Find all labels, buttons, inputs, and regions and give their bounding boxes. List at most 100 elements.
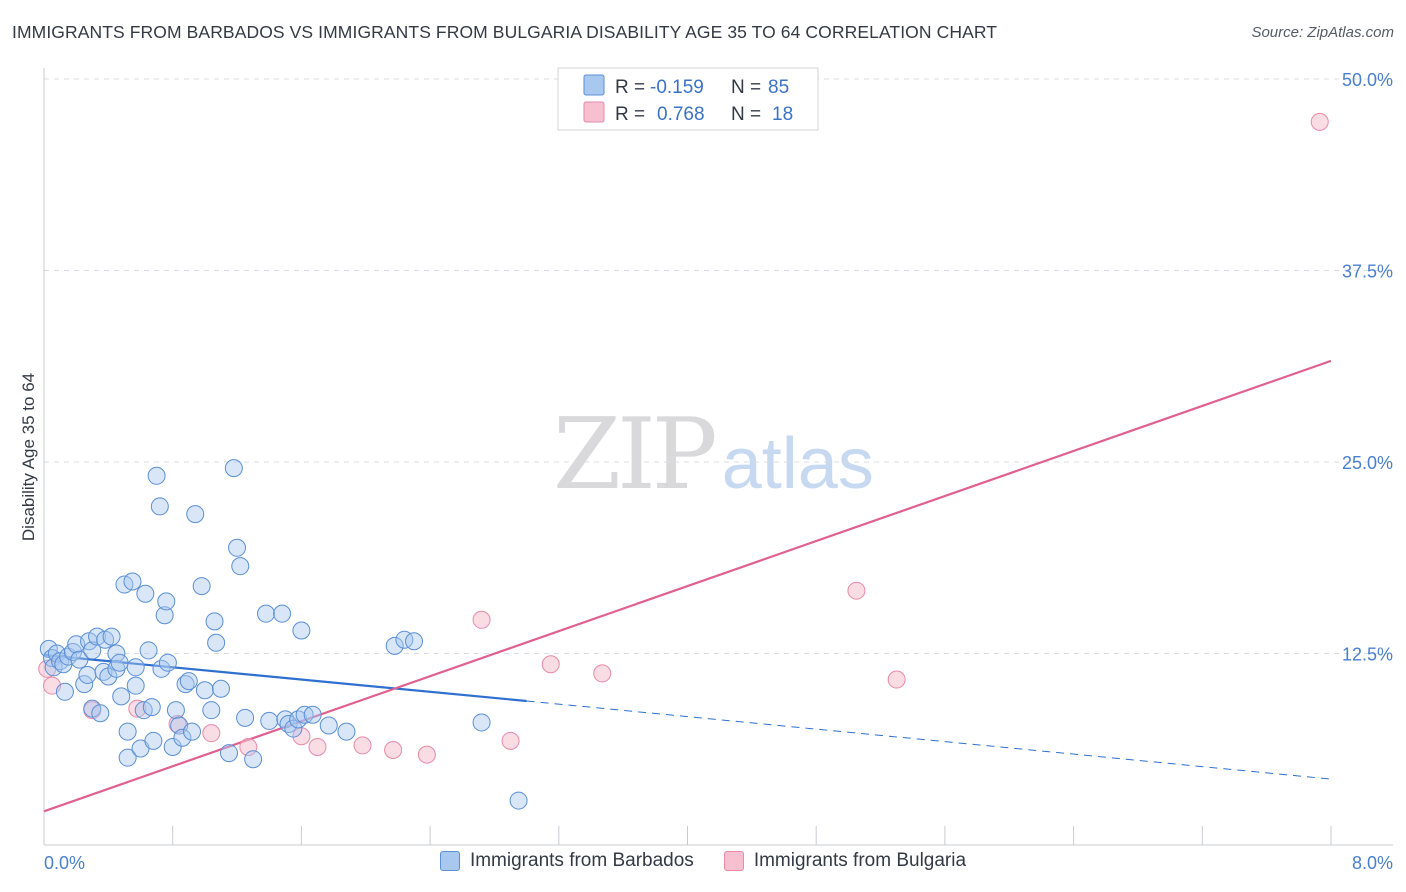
legend-r-label-2: R = xyxy=(615,104,645,125)
source-credit: Source: ZipAtlas.com xyxy=(1251,24,1394,41)
point-barbados xyxy=(136,584,155,603)
point-bulgaria xyxy=(1310,112,1329,131)
point-barbados xyxy=(292,621,311,640)
point-barbados xyxy=(78,665,97,684)
point-barbados xyxy=(118,748,137,767)
point-barbados xyxy=(166,701,185,720)
point-barbados xyxy=(303,705,322,724)
point-bulgaria xyxy=(353,736,372,755)
trend-line-bulgaria xyxy=(43,359,1332,813)
point-barbados xyxy=(126,676,145,695)
point-barbados xyxy=(163,737,182,756)
data-points xyxy=(38,112,1329,810)
point-barbados xyxy=(195,681,214,700)
point-barbados xyxy=(173,728,192,747)
point-bulgaria xyxy=(308,737,327,756)
point-barbados xyxy=(509,791,528,810)
legend-r-value-1: -0.159 xyxy=(650,77,704,98)
point-barbados xyxy=(186,505,205,524)
point-barbados xyxy=(155,606,174,625)
point-barbados xyxy=(257,604,276,623)
point-barbados xyxy=(228,538,247,557)
y-axis-label: Disability Age 35 to 64 xyxy=(19,373,38,541)
watermark-zip: ZIP xyxy=(553,398,718,512)
legend-r-label-1: R = xyxy=(615,77,645,98)
point-barbados xyxy=(231,557,250,576)
point-barbados xyxy=(385,636,404,655)
point-barbados xyxy=(139,641,158,660)
point-barbados xyxy=(211,679,230,698)
point-barbados xyxy=(289,710,308,729)
legend-swatch-barbados xyxy=(583,74,605,96)
point-barbados xyxy=(142,698,161,717)
point-barbados xyxy=(284,719,303,738)
point-barbados xyxy=(70,650,89,669)
point-barbados xyxy=(150,497,169,516)
point-barbados xyxy=(179,672,198,691)
trend-line-barbados xyxy=(43,653,527,703)
series-legend: Immigrants from Barbados Immigrants from… xyxy=(0,850,1406,872)
point-barbados xyxy=(91,704,110,723)
stats-legend: R = -0.159 N = 85 R = 0.768 N = 18 xyxy=(557,67,819,131)
x-tick-label-max: 8.0% xyxy=(1352,853,1393,873)
watermark: ZIP atlas xyxy=(553,398,874,512)
point-barbados xyxy=(337,722,356,741)
point-barbados xyxy=(112,687,131,706)
point-barbados xyxy=(176,675,195,694)
y-tick-label-3: 50.0% xyxy=(1342,70,1393,90)
point-barbados xyxy=(244,750,263,769)
series-swatch-barbados xyxy=(439,851,460,871)
legend-swatch-bulgaria xyxy=(583,101,605,123)
point-barbados xyxy=(405,632,424,651)
point-barbados xyxy=(147,466,166,485)
legend-n-label-2: N = xyxy=(731,104,761,125)
point-barbados xyxy=(207,633,226,652)
point-bulgaria xyxy=(593,664,612,683)
point-bulgaria xyxy=(472,610,491,629)
x-tick-label-min: 0.0% xyxy=(44,853,85,873)
point-bulgaria xyxy=(417,745,436,764)
point-bulgaria xyxy=(128,699,147,718)
point-barbados xyxy=(83,641,102,660)
chart-title: IMMIGRANTS FROM BARBADOS VS IMMIGRANTS F… xyxy=(12,22,998,42)
axes xyxy=(43,68,1393,846)
point-barbados xyxy=(183,722,202,741)
series-label-bulgaria: Immigrants from Bulgaria xyxy=(753,850,967,871)
point-barbados xyxy=(236,708,255,727)
legend-n-label-1: N = xyxy=(731,77,761,98)
point-barbados xyxy=(144,731,163,750)
point-barbados xyxy=(202,701,221,720)
tick-labels: 12.5% 25.0% 37.5% 50.0% 0.0% 8.0% xyxy=(44,70,1393,873)
point-barbados xyxy=(224,459,243,478)
point-barbados xyxy=(472,713,491,732)
legend-r-value-2: 0.768 xyxy=(657,104,705,125)
point-barbados xyxy=(319,716,338,735)
point-bulgaria xyxy=(202,724,221,743)
point-bulgaria xyxy=(384,741,403,760)
point-barbados xyxy=(126,658,145,677)
point-barbados xyxy=(260,711,279,730)
point-barbados xyxy=(123,572,142,591)
point-bulgaria xyxy=(847,581,866,600)
point-bulgaria xyxy=(887,670,906,689)
point-barbados xyxy=(158,653,177,672)
series-label-barbados: Immigrants from Barbados xyxy=(469,850,694,871)
point-barbados xyxy=(395,630,414,649)
point-barbados xyxy=(55,682,74,701)
y-tick-label-1: 25.0% xyxy=(1342,453,1393,473)
series-legend-barbados: Immigrants from Barbados xyxy=(439,850,694,872)
point-barbados xyxy=(157,592,176,611)
legend-n-value-2: 18 xyxy=(772,104,793,125)
point-bulgaria xyxy=(501,731,520,750)
point-barbados xyxy=(205,612,224,631)
point-barbados xyxy=(110,653,129,672)
point-barbados xyxy=(192,577,211,596)
point-barbados xyxy=(273,604,292,623)
legend-n-value-1: 85 xyxy=(768,77,789,98)
point-barbados xyxy=(220,744,239,763)
trend-line-barbados-extrapolated xyxy=(526,700,1332,780)
trend-lines xyxy=(43,359,1332,813)
series-swatch-bulgaria xyxy=(723,851,744,871)
series-legend-bulgaria: Immigrants from Bulgaria xyxy=(723,850,967,872)
